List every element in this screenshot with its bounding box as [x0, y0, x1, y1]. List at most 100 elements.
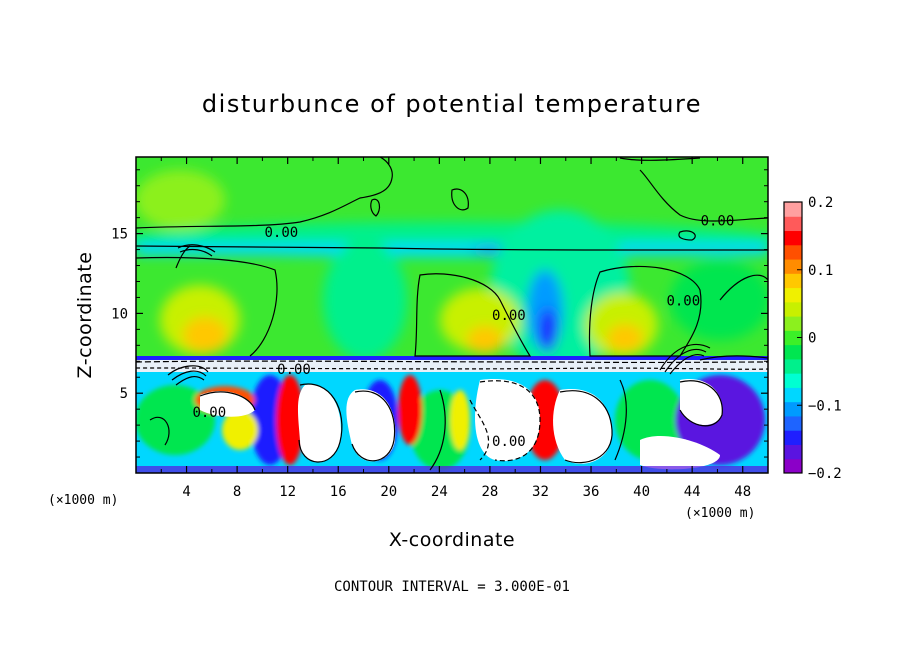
colorbar-swatch — [784, 316, 802, 331]
contour-labels: 0.00 0.00 0.00 0.00 0.00 0.00 0.00 — [192, 214, 734, 450]
contour-zero-upper-right — [639, 169, 768, 222]
cool-region-far-right — [670, 260, 768, 340]
colorbar-swatch — [784, 358, 802, 374]
z-unit-label: (×1000 m) — [48, 493, 118, 508]
x-tick-label: 40 — [633, 484, 650, 500]
white-patch-2 — [346, 389, 396, 462]
contour-bl-3 — [479, 380, 541, 462]
upper-left-warm — [136, 170, 225, 230]
contour-label: 0.00 — [492, 434, 526, 450]
x-tick-label: 12 — [279, 484, 296, 500]
x-tick-label: 36 — [583, 484, 600, 500]
colorbar-swatch — [784, 344, 802, 360]
colorbar-tick-label: 0.2 — [808, 195, 833, 211]
colorbar-tick-label: 0 — [808, 331, 816, 347]
white-patch-5 — [553, 389, 613, 464]
y-tick-label: 5 — [120, 386, 128, 402]
contour-label: 0.00 — [192, 405, 226, 421]
colorbar-swatch — [784, 330, 802, 346]
colorbar-tick-label: 0.1 — [808, 263, 833, 279]
x-tick-label: 48 — [734, 484, 751, 500]
x-tick-label: 24 — [431, 484, 448, 500]
contour-cluster-right — [659, 343, 768, 375]
contour-warm-2 — [588, 265, 702, 357]
colorbar-tick-label: −0.1 — [808, 398, 842, 414]
white-patch-6 — [680, 379, 723, 426]
white-patch-3 — [200, 390, 255, 417]
contour-zero-tropopause — [136, 245, 768, 251]
colorbar-swatch — [784, 401, 802, 417]
contour-blob-c — [678, 230, 696, 241]
contour-warm-1 — [414, 273, 532, 357]
contour-bl-7 — [149, 416, 170, 446]
contour-zero-tropopause-2 — [136, 256, 278, 357]
x-tick-label: 44 — [684, 484, 701, 500]
cool-column-right-deep — [539, 308, 557, 352]
colorbar-tick-label: −0.2 — [808, 466, 842, 482]
contour-interval-note: CONTOUR INTERVAL = 3.000E-01 — [334, 579, 570, 595]
x-tick-label: 8 — [233, 484, 241, 500]
x-axis-label: X-coordinate — [389, 529, 515, 551]
contour-inversion — [136, 360, 768, 364]
bl-yellow-2 — [450, 390, 470, 450]
contour-label: 0.00 — [492, 308, 526, 324]
x-axis-ticks: 4 8 12 16 20 24 28 32 36 40 44 48 — [160, 157, 751, 500]
warm-blob-1-core — [183, 317, 227, 353]
colorbar-swatch — [784, 373, 802, 388]
y-axis-ticks: 5 10 15 — [111, 169, 768, 458]
contour-bl-2 — [351, 390, 396, 462]
bl-red-1 — [276, 375, 304, 465]
colorbar-swatch — [784, 430, 802, 445]
colorbar-swatch — [784, 444, 802, 460]
contour-bl-6 — [199, 391, 256, 411]
contour-bl-5 — [679, 380, 723, 427]
contour-inversion-2 — [136, 367, 768, 370]
x-tick-label: 32 — [532, 484, 549, 500]
y-axis-label: Z-coordinate — [74, 252, 96, 379]
x-tick-label: 20 — [380, 484, 397, 500]
contour-zero-upper — [136, 157, 393, 229]
white-patch-1 — [297, 384, 341, 463]
cool-column-left — [323, 240, 407, 360]
warm-blob-3-core — [607, 324, 643, 352]
bl-red-3 — [398, 375, 422, 445]
colorbar-swatch — [784, 230, 802, 246]
white-patch-4 — [475, 379, 540, 461]
colorbar: 0.2 0.1 0 −0.1 −0.2 — [783, 195, 842, 482]
colorbar-swatch — [784, 216, 802, 232]
colorbar-swatch — [784, 387, 802, 403]
colorbar-swatch — [784, 287, 802, 303]
colorbar-swatch — [784, 244, 802, 260]
x-unit-label: (×1000 m) — [685, 506, 755, 521]
contour-bl-4 — [559, 390, 613, 464]
contour-label: 0.00 — [265, 225, 299, 241]
colorbar-swatch — [784, 273, 802, 289]
contour-bl-1 — [298, 383, 343, 463]
colorbar-swatch — [784, 458, 802, 474]
x-tick-label: 16 — [330, 484, 347, 500]
contour-blob-a — [451, 188, 469, 211]
heatmap-field — [136, 157, 768, 473]
contour-lines — [136, 157, 768, 471]
contour-blob-b — [370, 198, 381, 217]
chart-title: disturbunce of potential temperature — [202, 90, 702, 118]
inversion-blue-line — [136, 356, 768, 360]
bottom-purple-strip — [136, 466, 768, 473]
x-tick-label: 4 — [182, 484, 190, 500]
white-patch-7 — [640, 435, 720, 470]
contour-warm-3 — [719, 274, 768, 301]
x-tick-label: 28 — [481, 484, 498, 500]
contour-bl-10 — [469, 399, 490, 461]
colorbar-swatch — [784, 202, 802, 217]
contour-label: 0.00 — [666, 293, 700, 309]
colorbar-swatch — [784, 259, 802, 274]
bl-green-left — [136, 385, 215, 455]
contour-bl-9 — [614, 379, 627, 461]
contour-cluster-top-left — [175, 244, 216, 269]
contour-cluster-left — [167, 365, 209, 386]
y-tick-label: 10 — [111, 306, 128, 322]
contour-label: 0.00 — [701, 214, 735, 230]
colorbar-swatch — [784, 301, 802, 317]
plot-frame — [135, 156, 769, 474]
